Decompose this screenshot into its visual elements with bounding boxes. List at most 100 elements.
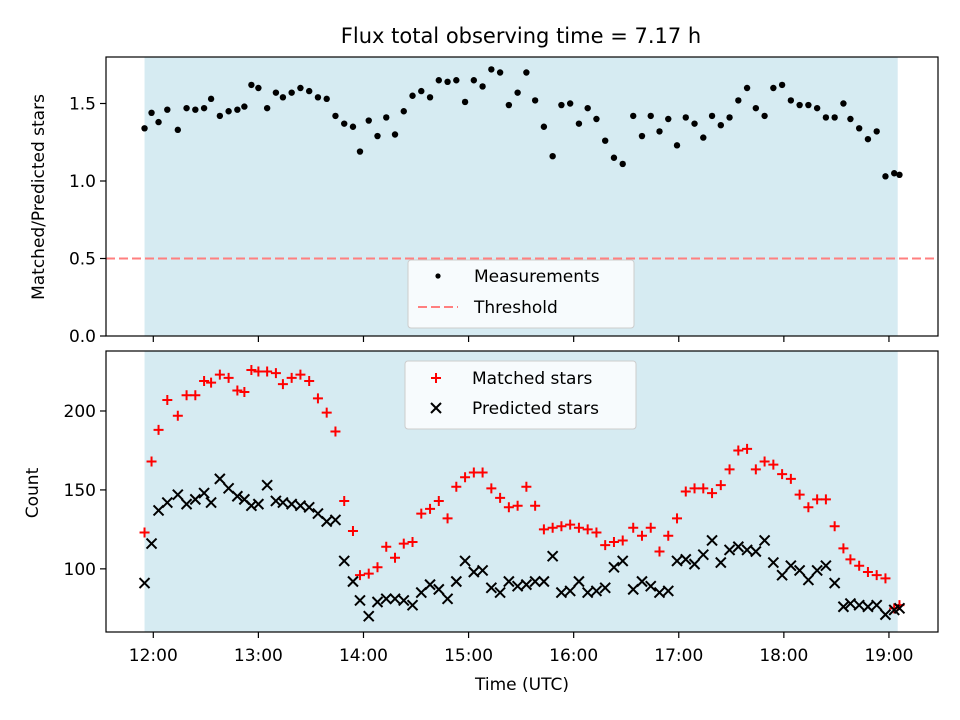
measurement-point xyxy=(207,95,215,103)
measurement-point xyxy=(200,104,208,112)
matched-star-point xyxy=(854,560,865,571)
ratio-panel: 0.0 0.5 1.0 1.5 Matched/Predicted stars Mea… xyxy=(29,56,939,347)
measurement-point xyxy=(461,98,469,106)
predicted-star-point xyxy=(231,490,244,502)
predicted-star-point xyxy=(520,578,533,591)
measurement-point xyxy=(566,100,574,107)
y-tick-label: 1.5 xyxy=(69,95,96,115)
predicted-star-points xyxy=(138,473,906,622)
matched-star-point xyxy=(636,530,647,541)
matched-star-point xyxy=(768,459,779,470)
predicted-star-point xyxy=(671,555,683,567)
measurement-point xyxy=(665,115,672,123)
y-tick-label: 150 xyxy=(64,481,96,501)
matched-star-point xyxy=(645,522,656,533)
matched-star-point xyxy=(347,525,358,536)
matched-star-point xyxy=(381,541,392,552)
matched-star-point xyxy=(181,390,192,401)
count-legend-box xyxy=(404,360,637,430)
matched-star-point xyxy=(573,522,584,533)
count-legend: Matched stars Predicted stars xyxy=(404,360,637,430)
matched-star-point xyxy=(812,494,823,505)
matched-star-point xyxy=(451,481,462,492)
matched-star-point xyxy=(862,567,873,578)
measurement-point xyxy=(234,106,241,113)
measurement-point xyxy=(444,78,451,86)
measurement-point xyxy=(272,89,280,96)
measurement-point xyxy=(349,123,357,130)
matched-star-point xyxy=(398,538,409,549)
count-y-axis-label: Count xyxy=(23,467,43,518)
measurement-point xyxy=(656,128,663,135)
predicted-star-point xyxy=(261,479,273,491)
predicted-star-point xyxy=(893,602,906,615)
matched-star-point xyxy=(785,473,796,484)
y-tick-label: 100 xyxy=(64,560,96,580)
predicted-star-point xyxy=(189,493,202,506)
predicted-star-point xyxy=(252,498,265,510)
measurement-point xyxy=(584,104,591,112)
measurement-point xyxy=(647,112,654,120)
matched-star-point xyxy=(742,443,753,454)
legend-predicted-label: Predicted stars xyxy=(472,399,599,419)
matched-star-point xyxy=(304,375,315,386)
predicted-star-point xyxy=(662,585,674,597)
matched-star-point xyxy=(460,472,471,483)
measurement-point xyxy=(531,97,539,104)
predicted-star-point xyxy=(354,594,366,607)
matched-star-point xyxy=(206,377,217,388)
x-tick-label: 14:00 xyxy=(339,646,388,666)
measurement-point xyxy=(192,106,199,113)
matched-star-point xyxy=(794,489,805,500)
predicted-star-point xyxy=(441,593,454,605)
y-tick-label: 0.5 xyxy=(69,250,96,270)
matched-star-point xyxy=(153,424,164,435)
predicted-star-point xyxy=(468,566,480,578)
measurement-point xyxy=(575,120,583,127)
measurement-point xyxy=(813,104,821,112)
matched-star-point xyxy=(477,467,488,478)
matched-star-point xyxy=(407,537,418,548)
matched-star-point xyxy=(820,494,831,505)
matched-star-point xyxy=(442,513,453,524)
measurement-point xyxy=(831,114,838,121)
measurement-point xyxy=(297,84,304,92)
predicted-star-point xyxy=(138,577,151,589)
measurement-point xyxy=(743,84,751,92)
measurement-point xyxy=(691,120,698,127)
measurement-point xyxy=(855,125,863,132)
matched-star-point xyxy=(495,492,506,503)
measurement-point xyxy=(891,170,898,177)
predicted-star-point xyxy=(617,555,629,567)
matched-star-point xyxy=(512,500,523,511)
predicted-star-point xyxy=(879,608,892,621)
matched-star-point xyxy=(521,481,532,492)
legend-measurements-label: Measurements xyxy=(474,267,600,287)
ratio-x-ticks xyxy=(152,336,890,342)
predicted-star-point xyxy=(180,498,193,510)
measurement-point xyxy=(374,132,381,140)
predicted-star-point xyxy=(767,556,780,569)
measurement-point xyxy=(638,132,646,140)
matched-star-point xyxy=(232,385,243,396)
matched-star-point xyxy=(617,535,628,546)
legend-matched-label: Matched stars xyxy=(472,369,592,389)
matched-star-point xyxy=(591,527,602,538)
matched-star-point xyxy=(680,486,691,497)
predicted-star-point xyxy=(285,498,298,510)
matched-star-point xyxy=(433,495,444,506)
measurement-point xyxy=(847,115,854,123)
predicted-star-point xyxy=(303,501,315,513)
matched-star-point xyxy=(654,546,665,557)
predicted-star-point xyxy=(636,575,648,588)
predicted-star-point xyxy=(741,544,753,556)
matched-star-point xyxy=(707,488,718,499)
matched-star-point xyxy=(689,483,700,494)
predicted-star-point xyxy=(161,496,174,509)
x-tick-label: 15:00 xyxy=(444,646,493,666)
matched-star-point xyxy=(190,390,201,401)
measurement-point xyxy=(549,153,556,160)
measurement-point xyxy=(288,89,295,96)
predicted-star-point xyxy=(277,496,289,509)
measurement-point xyxy=(796,101,803,109)
